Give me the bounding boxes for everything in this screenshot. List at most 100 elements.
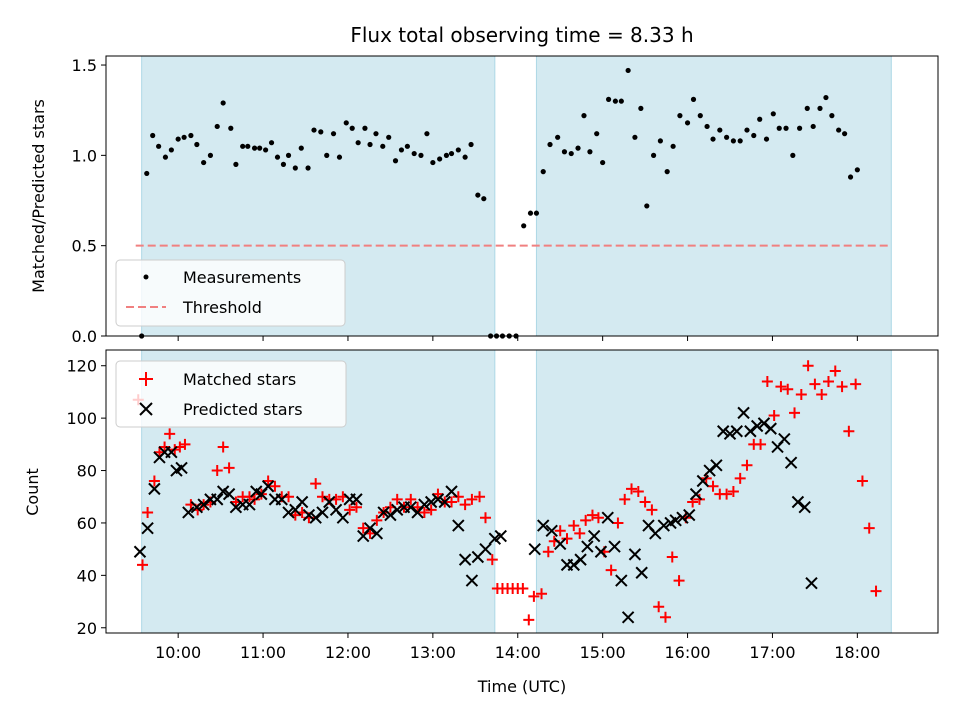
- measurements-point: [443, 152, 450, 158]
- measurements-point: [625, 67, 631, 74]
- matched-stars-point: [391, 493, 403, 505]
- measurements-point: [349, 125, 355, 131]
- measurements-point: [373, 131, 379, 137]
- measurements-point: [804, 105, 810, 111]
- ratio-y-axis-label: Matched/Predicted stars: [29, 99, 48, 293]
- count-legend-box: [115, 360, 347, 428]
- measurements-point: [233, 161, 239, 167]
- measurements-point: [343, 120, 349, 126]
- predicted-stars-point: [717, 425, 730, 438]
- matched-stars-point: [137, 559, 149, 571]
- measurements-point: [757, 116, 763, 122]
- legend-matched-marker: [139, 372, 153, 386]
- measurements-point: [697, 113, 703, 119]
- matched-stars-point: [310, 478, 322, 490]
- matched-stars-point: [802, 360, 814, 372]
- matched-stars-point: [707, 480, 719, 492]
- ratio-observing-window-2: [535, 55, 892, 337]
- measurements-point: [751, 132, 757, 139]
- matched-stars-point: [829, 365, 841, 377]
- matched-stars-point: [856, 475, 868, 487]
- measurements-point: [677, 113, 683, 119]
- count-y-tick-label: 60: [77, 514, 97, 533]
- measurements-point: [744, 127, 750, 133]
- measurements-point: [561, 149, 568, 155]
- matched-stars-point: [734, 472, 746, 484]
- predicted-stars-point: [805, 577, 818, 590]
- matched-stars-point: [405, 493, 417, 505]
- measurements-point: [644, 203, 650, 209]
- predicted-stars-point: [148, 482, 161, 496]
- measurements-point: [168, 147, 174, 153]
- measurements-point: [380, 143, 386, 149]
- predicted-stars-point: [601, 511, 614, 524]
- predicted-stars-point: [370, 527, 384, 540]
- predicted-stars-point: [141, 521, 154, 535]
- matched-stars-point: [523, 614, 535, 626]
- matched-stars-point: [148, 475, 160, 487]
- predicted-stars-point: [275, 493, 288, 506]
- measurements-point: [292, 165, 298, 171]
- predicted-stars-point: [676, 511, 689, 524]
- matched-stars-point: [863, 522, 875, 534]
- measurements-point: [540, 169, 546, 175]
- predicted-stars-point: [418, 498, 431, 511]
- measurements-point: [430, 159, 436, 166]
- matched-stars-point: [164, 428, 176, 440]
- measurements-point: [776, 125, 782, 131]
- measurements-point: [336, 154, 343, 160]
- measurements-point: [650, 152, 657, 158]
- x-tick-label: 15:00: [580, 643, 626, 662]
- predicted-stars-point: [309, 511, 322, 524]
- matched-stars-point: [269, 480, 281, 492]
- measurements-point: [704, 123, 710, 130]
- predicted-stars-point: [730, 425, 743, 438]
- predicted-stars-point: [750, 419, 764, 433]
- measurements-point: [188, 132, 194, 139]
- predicted-stars-point: [384, 508, 397, 522]
- matched-stars-point: [217, 441, 229, 453]
- measurements-point: [437, 156, 443, 162]
- matched-stars-point: [693, 493, 705, 505]
- predicted-stars-point: [710, 459, 723, 472]
- predicted-stars-point: [696, 474, 710, 488]
- predicted-stars-point: [798, 501, 811, 514]
- matched-stars-point: [632, 486, 644, 497]
- count-y-tick-label: 20: [77, 619, 97, 638]
- matched-stars-point: [721, 488, 733, 500]
- matched-stars-point: [612, 517, 624, 529]
- measurements-point: [817, 105, 823, 111]
- predicted-stars-point: [703, 464, 716, 477]
- measurements-point: [600, 159, 606, 166]
- measurements-point: [144, 170, 150, 177]
- matched-stars-point: [142, 506, 154, 518]
- predicted-stars-point: [175, 461, 188, 475]
- matched-stars-point: [316, 491, 328, 503]
- predicted-stars-point: [581, 540, 594, 553]
- predicted-stars-point: [197, 498, 210, 511]
- matched-stars-point: [653, 601, 665, 613]
- count-axes-frame: [105, 349, 939, 634]
- predicted-stars-point: [222, 487, 236, 501]
- ratio-panel: 0.0 0.5 1.0 1.5 Matched/Predicted stars Mea…: [29, 55, 939, 346]
- legend-matched-label: Matched stars: [183, 370, 296, 389]
- measurements-point: [201, 159, 207, 166]
- matched-stars-point: [592, 512, 604, 524]
- measurements-point: [194, 141, 200, 148]
- measurements-point: [730, 138, 736, 144]
- measurements-point: [770, 111, 776, 117]
- matched-stars-point: [350, 501, 362, 513]
- predicted-stars-point: [587, 529, 601, 543]
- predicted-stars-point: [669, 514, 682, 527]
- matched-stars-point: [425, 504, 437, 516]
- matched-stars-point: [561, 533, 573, 545]
- predicted-stars-point: [757, 417, 771, 430]
- measurements-point: [448, 150, 455, 157]
- predicted-stars-point: [336, 511, 350, 524]
- measurements-point: [274, 154, 281, 160]
- count-legend: Matched stars Predicted stars: [115, 360, 347, 428]
- matched-stars-point: [666, 551, 678, 563]
- predicted-stars-point: [494, 529, 507, 543]
- matched-stars-point: [479, 512, 491, 524]
